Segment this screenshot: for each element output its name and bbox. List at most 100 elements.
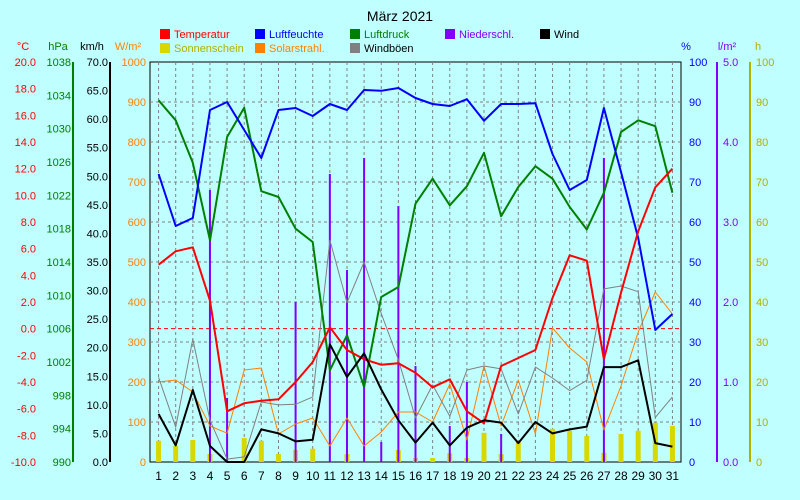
y-tick-label: 40 <box>756 297 768 309</box>
legend-swatch-wind <box>540 29 550 39</box>
y-tick-label: -6.0 <box>17 404 36 416</box>
x-tick-label: 13 <box>357 469 371 483</box>
x-tick-label: 11 <box>324 469 337 483</box>
x-tick-label: 5 <box>224 469 231 483</box>
bar-niederschl <box>208 190 211 462</box>
y-tick-label: 60 <box>756 217 768 229</box>
bar-niederschl <box>328 174 331 462</box>
series-line-solarstrahl <box>158 291 673 447</box>
y-tick-label: 900 <box>128 97 146 109</box>
y-tick-label: 25.0 <box>87 314 108 326</box>
y-tick-label: 20 <box>756 377 768 389</box>
y-tick-label: 0.0 <box>723 457 738 469</box>
y-tick-label: 1018 <box>47 224 71 236</box>
chart-title: März 2021 <box>367 8 433 24</box>
y-tick-label: -2.0 <box>17 350 36 362</box>
y-tick-label: 1006 <box>47 324 71 336</box>
y-tick-label: 100 <box>128 417 146 429</box>
y-tick-label: 200 <box>128 377 146 389</box>
y-tick-label: 1030 <box>47 124 71 136</box>
y-tick-label: 8.0 <box>21 217 36 229</box>
bar-sonnenschein <box>190 440 196 462</box>
y-tick-label: 1000 <box>122 57 146 69</box>
x-tick-label: 24 <box>546 469 560 483</box>
y-tick-label: 20 <box>689 377 701 389</box>
x-tick-label: 19 <box>460 469 474 483</box>
y-tick-label: 100 <box>756 57 774 69</box>
y-tick-label: 55.0 <box>87 143 108 155</box>
series-line-luftdruck <box>157 99 674 388</box>
y-tick-label: 1010 <box>47 290 71 302</box>
y-tick-label: 5.0 <box>93 428 108 440</box>
bar-sonnenschein <box>156 440 162 462</box>
bar-sonnenschein <box>173 446 179 462</box>
bar-niederschl <box>602 158 605 462</box>
y-tick-label: 20.0 <box>15 57 36 69</box>
legend-swatch-niederschl <box>445 29 455 39</box>
bar-sonnenschein <box>618 434 624 462</box>
series-line-wind <box>157 343 673 463</box>
legend-label-luftfeuchte: Luftfeuchte <box>269 29 323 41</box>
series-line-windb-en <box>158 239 673 460</box>
y-tick-label: -4.0 <box>17 377 36 389</box>
bar-sonnenschein <box>584 436 590 462</box>
x-tick-label: 1 <box>155 469 162 483</box>
y-tick-label: 60.0 <box>87 114 108 126</box>
x-tick-label: 29 <box>631 469 645 483</box>
y-tick-label: 4.0 <box>723 137 738 149</box>
series-lines <box>157 87 674 463</box>
y-tick-label: 35.0 <box>87 257 108 269</box>
y-tick-label: 1002 <box>47 357 71 369</box>
y-tick-label: -8.0 <box>17 430 36 442</box>
series-line-temperatur <box>157 168 674 425</box>
bar-niederschl <box>345 270 348 462</box>
y-tick-label: 30.0 <box>87 286 108 298</box>
y-tick-label: 45.0 <box>87 200 108 212</box>
x-tick-label: 10 <box>306 469 320 483</box>
y-tick-label: 80 <box>756 137 768 149</box>
bar-niederschl <box>465 382 468 462</box>
y-tick-label: 30 <box>756 337 768 349</box>
y-tick-label: 1026 <box>47 157 71 169</box>
legend-swatch-luftfeuchte <box>255 29 265 39</box>
bar-sonnenschein <box>310 448 316 462</box>
y-tick-label: 800 <box>128 137 146 149</box>
x-tick-label: 14 <box>375 469 389 483</box>
y-tick-label: 50.0 <box>87 171 108 183</box>
axis-unit-h: h <box>755 41 761 53</box>
x-axis-labels: 1 2 3 4 5 6 7 8 9 10 11 12 13 14 15 16 17 18 19 20 21 22 23 24 2… <box>155 469 679 483</box>
y-tick-label: 12.0 <box>15 164 36 176</box>
y-tick-label: 10.0 <box>15 190 36 202</box>
bar-sonnenschein <box>669 426 675 462</box>
legend-label-niederschl: Niederschl. <box>459 29 514 41</box>
x-tick-label: 18 <box>443 469 457 483</box>
legend-swatch-sonnenschein <box>160 43 170 53</box>
y-tick-label: 40 <box>689 297 701 309</box>
chart-legend: Temperatur Luftfeuchte Luftdruck Niederschl… <box>160 29 579 55</box>
axis-unit-km-h: km/h <box>80 41 104 53</box>
y-tick-label: 3.0 <box>723 217 738 229</box>
y-tick-label: 90 <box>689 97 701 109</box>
y-tick-label: 2.0 <box>723 297 738 309</box>
legend-label-temperatur: Temperatur <box>174 29 230 41</box>
y-tick-label: 0.0 <box>93 457 108 469</box>
axis-unit-w-m: W/m² <box>115 41 142 53</box>
x-tick-label: 3 <box>189 469 196 483</box>
axis-unit-hpa: hPa <box>48 41 68 53</box>
y-tick-label: 16.0 <box>15 110 36 122</box>
y-tick-label: 100 <box>689 57 707 69</box>
bar-sonnenschein <box>275 454 281 462</box>
axis-unit-celsius: °C <box>17 41 29 53</box>
x-tick-label: 12 <box>340 469 354 483</box>
y-tick-label: 4.0 <box>21 270 36 282</box>
y-tick-label: 998 <box>53 390 71 402</box>
bar-sonnenschein <box>430 458 436 462</box>
bar-niederschl <box>380 442 383 462</box>
x-tick-label: 23 <box>529 469 543 483</box>
y-tick-label: 65.0 <box>87 86 108 98</box>
x-tick-label: 15 <box>392 469 406 483</box>
y-tick-label: 300 <box>128 337 146 349</box>
y-tick-label: 0 <box>689 457 695 469</box>
y-tick-label: 18.0 <box>15 84 36 96</box>
x-tick-label: 9 <box>292 469 299 483</box>
